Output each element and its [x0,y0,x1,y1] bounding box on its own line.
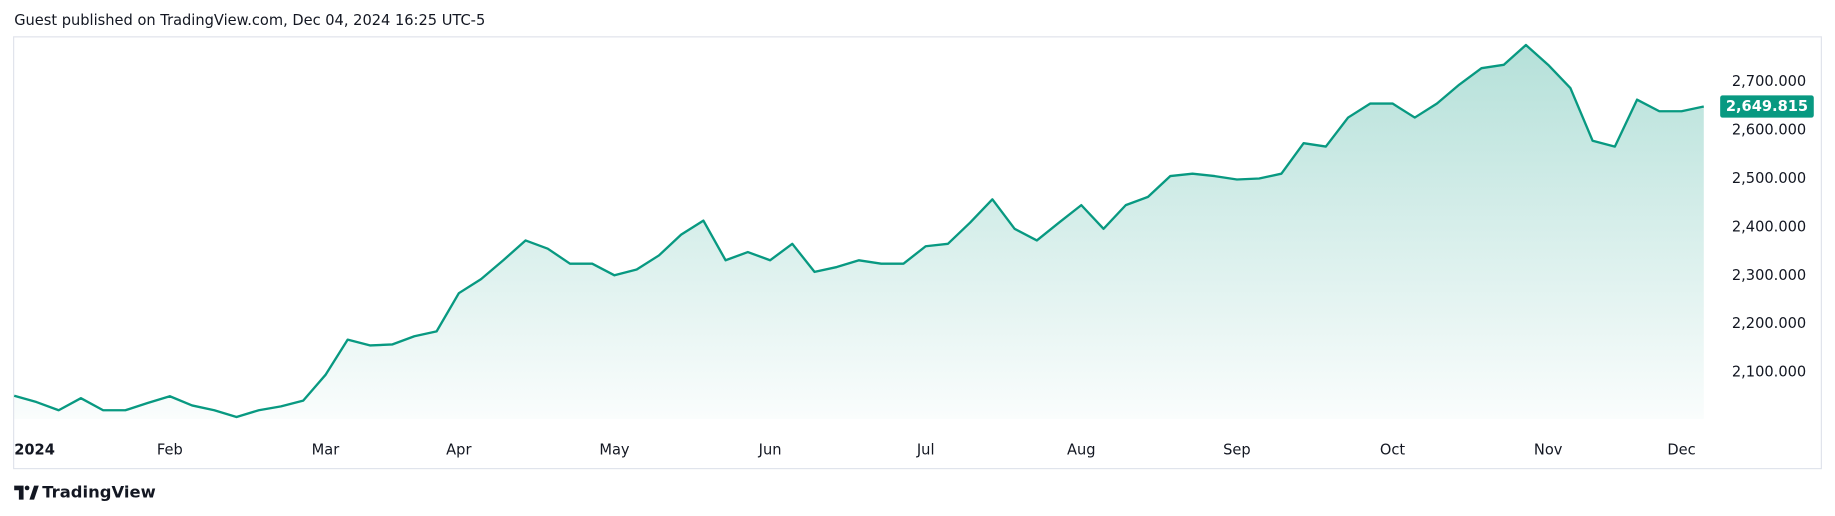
x-tick-label: May [599,441,630,458]
y-tick-label: 2,700.000 [1732,73,1806,90]
price-line [13,43,1705,419]
y-tick-label: 2,500.000 [1732,170,1806,187]
y-tick-label: 2,100.000 [1732,364,1806,381]
last-price-label: 2,649.815 [1726,98,1808,115]
x-tick-label: Jul [916,441,935,458]
x-tick-label: Sep [1223,441,1251,458]
area-fill [14,44,1704,419]
y-tick-label: 2,300.000 [1732,267,1806,284]
y-tick-label: 2,600.000 [1732,122,1806,139]
x-tick-label: Apr [446,441,471,458]
x-tick-label: Jun [758,441,782,458]
x-tick-label: Feb [157,441,183,458]
frame [13,36,1822,470]
last-price-badge [1720,95,1814,118]
x-tick-label: Dec [1667,441,1695,458]
header: Guest published on TradingView.com, Dec … [14,12,485,29]
y-tick-label: 2,200.000 [1732,315,1806,332]
x-tick-label: Nov [1534,441,1563,458]
brand-logo [14,485,39,500]
x-tick-label: Aug [1067,441,1096,458]
y-tick-label: 2,400.000 [1732,218,1806,235]
brand: TradingView [42,483,155,502]
x-tick-label: 2024 [14,441,55,458]
x-tick-label: Mar [312,441,340,458]
x-tick-label: Oct [1380,441,1406,458]
